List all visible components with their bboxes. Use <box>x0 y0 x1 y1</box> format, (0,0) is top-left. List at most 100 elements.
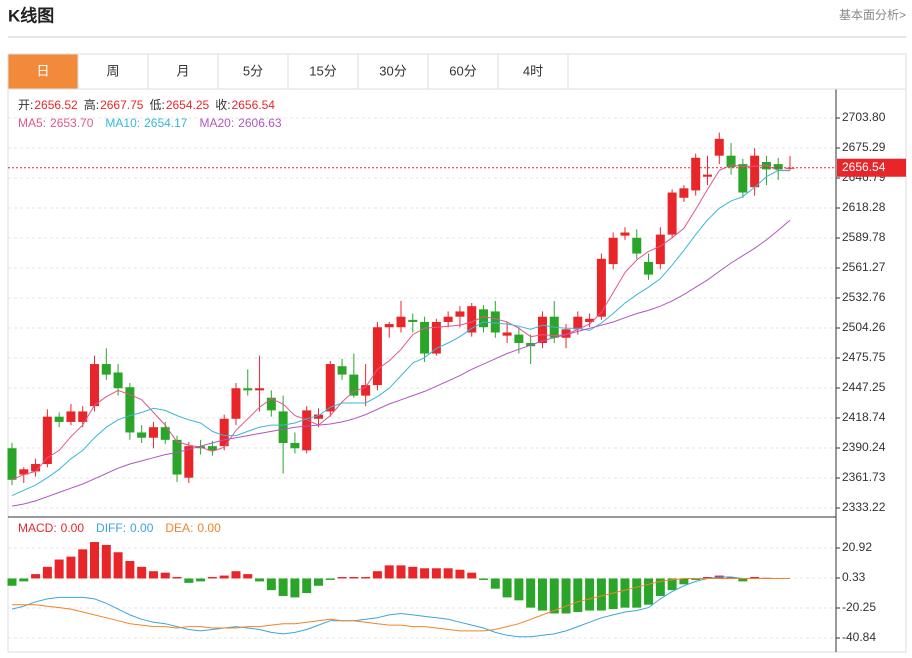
y-tick-label: 2447.25 <box>842 380 886 394</box>
tab-label[interactable]: 15分 <box>309 63 336 78</box>
macd-bar <box>125 561 134 578</box>
legend-text: MA20: <box>199 116 234 130</box>
macd-bar <box>149 571 158 578</box>
macd-bar <box>290 578 299 597</box>
page-title: K线图 <box>8 5 54 25</box>
candle-body <box>738 164 747 192</box>
candle-body <box>66 411 75 422</box>
macd-bar <box>373 571 382 578</box>
candle-body <box>408 320 417 322</box>
legend-text: 2667.75 <box>100 98 144 112</box>
candle-body <box>326 364 335 411</box>
candle-body <box>279 411 288 443</box>
legend-text: 2654.25 <box>166 98 210 112</box>
macd-bar <box>196 578 205 581</box>
link[interactable]: 基本面分析> <box>839 8 906 22</box>
y-tick-label: 2418.74 <box>842 410 886 424</box>
y-tick-label: 2390.24 <box>842 440 886 454</box>
y-tick-label: 2675.29 <box>842 140 886 154</box>
candle-body <box>102 364 111 375</box>
macd-bar <box>644 578 653 604</box>
macd-bar <box>161 573 170 579</box>
legend-text: 低: <box>149 98 164 112</box>
tab-label[interactable]: 周 <box>106 63 119 78</box>
candle-body <box>514 335 523 343</box>
y-tick-label: 2504.26 <box>842 320 886 334</box>
tab-label[interactable]: 日 <box>36 63 49 78</box>
candle-body <box>55 417 64 422</box>
y-tick-label: 2561.27 <box>842 260 886 274</box>
y-tick-label: 0.33 <box>842 570 866 584</box>
candle-body <box>538 317 547 343</box>
y-tick-label: 20.92 <box>842 540 872 554</box>
macd-bar <box>526 578 535 607</box>
candle-body <box>750 156 759 188</box>
price-tag-label: 2656.54 <box>842 160 886 174</box>
legend-text: DEA: <box>165 521 193 535</box>
macd-bar <box>385 565 394 578</box>
legend-text: 开: <box>18 98 33 112</box>
candle-body <box>644 262 653 275</box>
macd-bar <box>8 578 17 585</box>
candle-body <box>656 235 665 264</box>
tab-label[interactable]: 5分 <box>243 63 263 78</box>
y-tick-label: 2475.75 <box>842 350 886 364</box>
macd-bar <box>326 578 335 579</box>
candle-body <box>208 446 217 450</box>
candle-body <box>114 372 123 388</box>
macd-bar <box>267 578 276 590</box>
macd-bar <box>479 578 488 579</box>
candle-body <box>385 324 394 327</box>
candle-body <box>455 311 464 316</box>
legend-text: 2653.70 <box>50 116 94 130</box>
macd-bar <box>455 570 464 579</box>
macd-bar <box>550 578 559 613</box>
macd-bar <box>314 578 323 585</box>
y-tick-label: 2532.76 <box>842 290 886 304</box>
macd-bar <box>302 578 311 593</box>
y-tick-label: 2333.22 <box>842 500 886 514</box>
macd-bar <box>597 578 606 610</box>
macd-bar <box>255 578 264 581</box>
tab-label[interactable]: 月 <box>176 63 189 78</box>
y-tick-label: 2589.78 <box>842 230 886 244</box>
candle-body <box>620 233 629 236</box>
macd-bar <box>19 578 28 581</box>
macd-bar <box>184 578 193 582</box>
y-tick-label: -40.84 <box>842 630 876 644</box>
macd-bar <box>420 568 429 578</box>
macd-bar <box>90 542 99 578</box>
candle-body <box>668 193 677 235</box>
candle-body <box>302 410 311 450</box>
tab-label[interactable]: 60分 <box>449 63 476 78</box>
macd-bar <box>114 552 123 578</box>
candle-body <box>184 446 193 478</box>
macd-bar <box>231 571 240 578</box>
candle-body <box>703 175 712 177</box>
macd-bar <box>503 578 512 597</box>
candle-body <box>491 311 500 332</box>
candle-body <box>715 139 724 156</box>
macd-bar <box>243 574 252 578</box>
macd-bar <box>538 578 547 610</box>
tab-label[interactable]: 4时 <box>523 63 543 78</box>
legend-text: 收: <box>215 98 230 112</box>
macd-bar <box>338 577 347 578</box>
macd-bar <box>31 574 40 578</box>
legend-text: MACD: <box>18 521 57 535</box>
macd-bar <box>620 578 629 607</box>
y-tick-label: 2703.80 <box>842 110 886 124</box>
macd-bar <box>55 560 64 579</box>
tab-label[interactable]: 30分 <box>379 63 406 78</box>
macd-bar <box>102 545 111 579</box>
macd-bar <box>573 578 582 612</box>
macd-bar <box>432 568 441 578</box>
macd-bar <box>562 578 571 613</box>
y-tick-label: -20.25 <box>842 600 876 614</box>
macd-bar <box>632 578 641 607</box>
candle-body <box>679 188 688 197</box>
macd-bar <box>220 576 229 579</box>
macd-bar <box>585 578 594 610</box>
macd-bar <box>444 568 453 578</box>
